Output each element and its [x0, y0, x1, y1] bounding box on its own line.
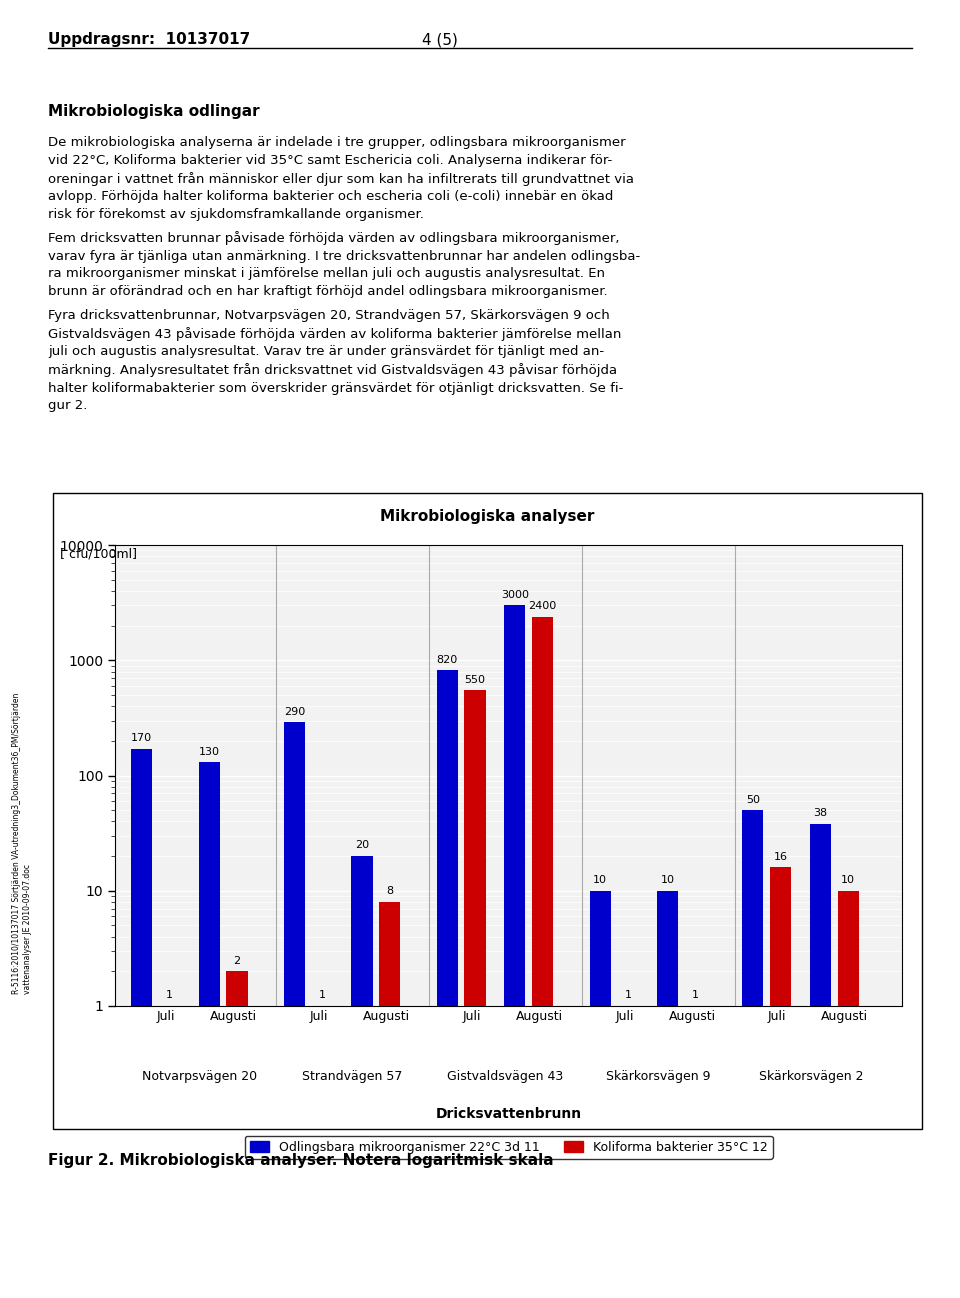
Text: Mikrobiologiska analyser: Mikrobiologiska analyser — [380, 509, 594, 524]
Text: 1: 1 — [166, 990, 173, 1001]
Text: 130: 130 — [199, 746, 220, 757]
Bar — [742, 810, 763, 1298]
Text: 290: 290 — [284, 706, 305, 716]
Bar — [437, 670, 458, 1298]
Text: 10: 10 — [660, 875, 675, 885]
Text: Dricksvattenbrunn: Dricksvattenbrunn — [436, 1107, 582, 1121]
Text: 1: 1 — [692, 990, 699, 1001]
Bar — [158, 1006, 180, 1298]
Bar — [589, 890, 611, 1298]
Bar — [532, 617, 553, 1298]
Text: 550: 550 — [465, 675, 486, 684]
Text: 16: 16 — [774, 851, 788, 862]
Legend: Odlingsbara mikroorganismer 22°C 3d 11, Koliforma bakterier 35°C 12: Odlingsbara mikroorganismer 22°C 3d 11, … — [245, 1136, 773, 1159]
Text: De mikrobiologiska analyserna är indelade i tre grupper, odlingsbara mikroorgani: De mikrobiologiska analyserna är indelad… — [48, 136, 634, 221]
Text: [ cfu/100ml]: [ cfu/100ml] — [60, 548, 137, 561]
Bar — [379, 902, 400, 1298]
Text: 3000: 3000 — [501, 589, 529, 600]
Bar — [199, 762, 220, 1298]
Bar — [465, 691, 486, 1298]
Text: Notvarpsvägen 20: Notvarpsvägen 20 — [142, 1071, 257, 1084]
Text: 38: 38 — [813, 809, 828, 818]
Text: 2400: 2400 — [528, 601, 557, 611]
Text: 50: 50 — [746, 794, 760, 805]
Text: Skärkorsvägen 2: Skärkorsvägen 2 — [758, 1071, 863, 1084]
Text: Fyra dricksvattenbrunnar, Notvarpsvägen 20, Strandvägen 57, Skärkorsvägen 9 och
: Fyra dricksvattenbrunnar, Notvarpsvägen … — [48, 309, 623, 413]
Bar — [504, 605, 525, 1298]
Bar — [351, 857, 372, 1298]
Text: Mikrobiologiska odlingar: Mikrobiologiska odlingar — [48, 104, 259, 119]
Text: Fem dricksvatten brunnar påvisade förhöjda värden av odlingsbara mikroorganismer: Fem dricksvatten brunnar påvisade förhöj… — [48, 231, 640, 297]
Text: Skärkorsvägen 9: Skärkorsvägen 9 — [606, 1071, 710, 1084]
Bar — [312, 1006, 333, 1298]
Text: Uppdragsnr:  10137017: Uppdragsnr: 10137017 — [48, 32, 251, 48]
Text: 2: 2 — [233, 955, 241, 966]
Bar — [810, 824, 831, 1298]
Text: Figur 2. Mikrobiologiska analyser. Notera logaritmisk skala: Figur 2. Mikrobiologiska analyser. Noter… — [48, 1153, 554, 1168]
Bar — [770, 867, 791, 1298]
Bar — [132, 749, 153, 1298]
Text: 820: 820 — [437, 654, 458, 665]
Text: Gistvaldsvägen 43: Gistvaldsvägen 43 — [447, 1071, 564, 1084]
Text: 170: 170 — [132, 733, 153, 744]
Text: R-5116:2010/10137017 Sörtjärden VA-utredning3_Dokument36_PM/Sörtjärden
vattenana: R-5116:2010/10137017 Sörtjärden VA-utred… — [12, 693, 32, 994]
Bar — [684, 1006, 706, 1298]
Text: 1: 1 — [624, 990, 632, 1001]
Text: 4 (5): 4 (5) — [422, 32, 458, 48]
Bar — [284, 722, 305, 1298]
Text: 20: 20 — [355, 840, 369, 850]
Text: 1: 1 — [319, 990, 325, 1001]
Bar — [617, 1006, 638, 1298]
Text: Strandvägen 57: Strandvägen 57 — [302, 1071, 403, 1084]
Bar — [657, 890, 678, 1298]
Text: 10: 10 — [593, 875, 607, 885]
Bar — [227, 971, 248, 1298]
Bar — [837, 890, 859, 1298]
Text: 10: 10 — [841, 875, 855, 885]
Text: 8: 8 — [386, 887, 394, 896]
